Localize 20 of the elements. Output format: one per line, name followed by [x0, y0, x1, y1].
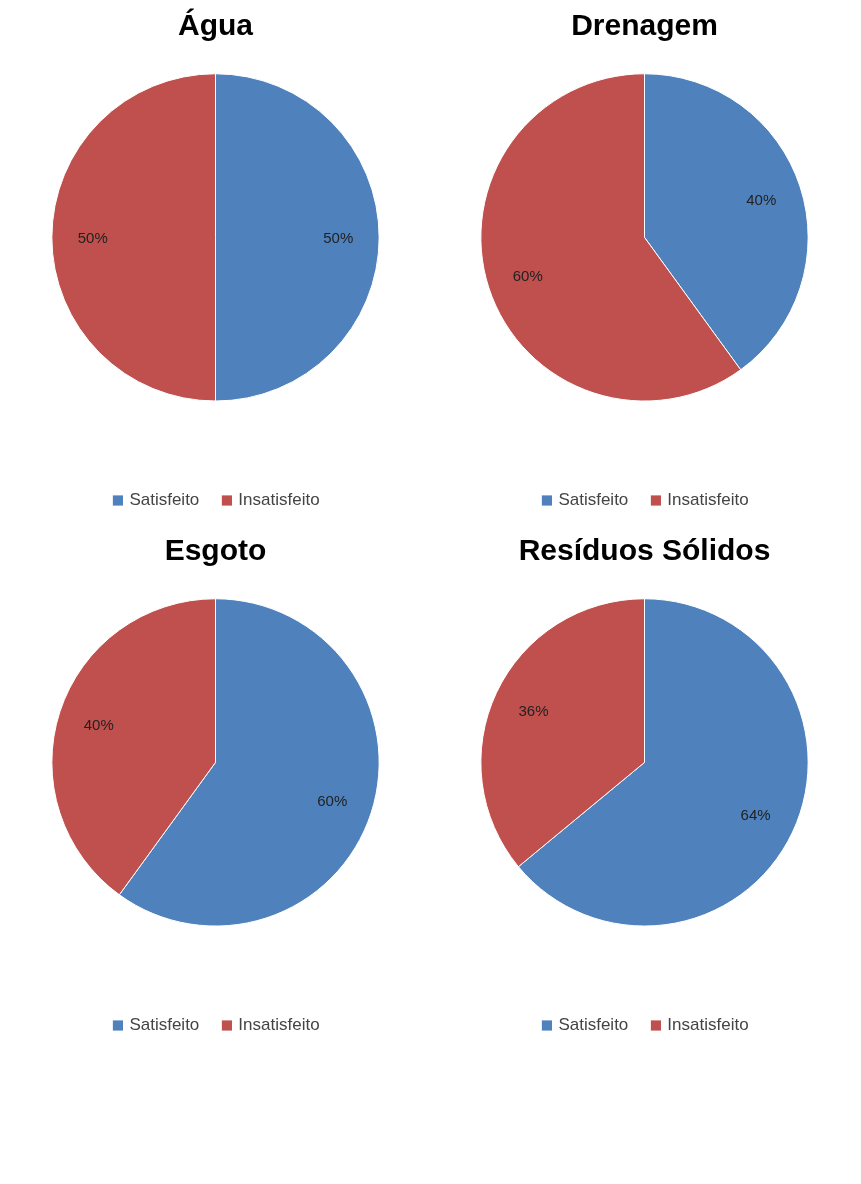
chart-title: Água	[178, 7, 254, 41]
data-label: 60%	[317, 791, 348, 809]
data-label: 40%	[83, 715, 114, 733]
legend-label: Insatisfeito	[238, 490, 320, 510]
legend-label: Satisfeito	[558, 490, 629, 510]
data-label: 40%	[746, 190, 777, 208]
legend-label: Insatisfeito	[667, 1015, 749, 1035]
data-label: 36%	[518, 701, 549, 719]
chart-title: Drenagem	[571, 7, 718, 41]
legend-label: Satisfeito	[129, 490, 200, 510]
legend-label: Insatisfeito	[667, 490, 749, 510]
legend-label: Satisfeito	[129, 1015, 200, 1035]
legend-label: Satisfeito	[558, 1015, 629, 1035]
chart-title: Resíduos Sólidos	[518, 532, 771, 566]
chart-title: Esgoto	[164, 532, 267, 566]
data-label: 64%	[740, 806, 771, 824]
data-label: 50%	[323, 228, 354, 246]
data-label: 50%	[77, 228, 108, 246]
legend-label: Insatisfeito	[238, 1015, 320, 1035]
data-label: 60%	[512, 266, 543, 284]
